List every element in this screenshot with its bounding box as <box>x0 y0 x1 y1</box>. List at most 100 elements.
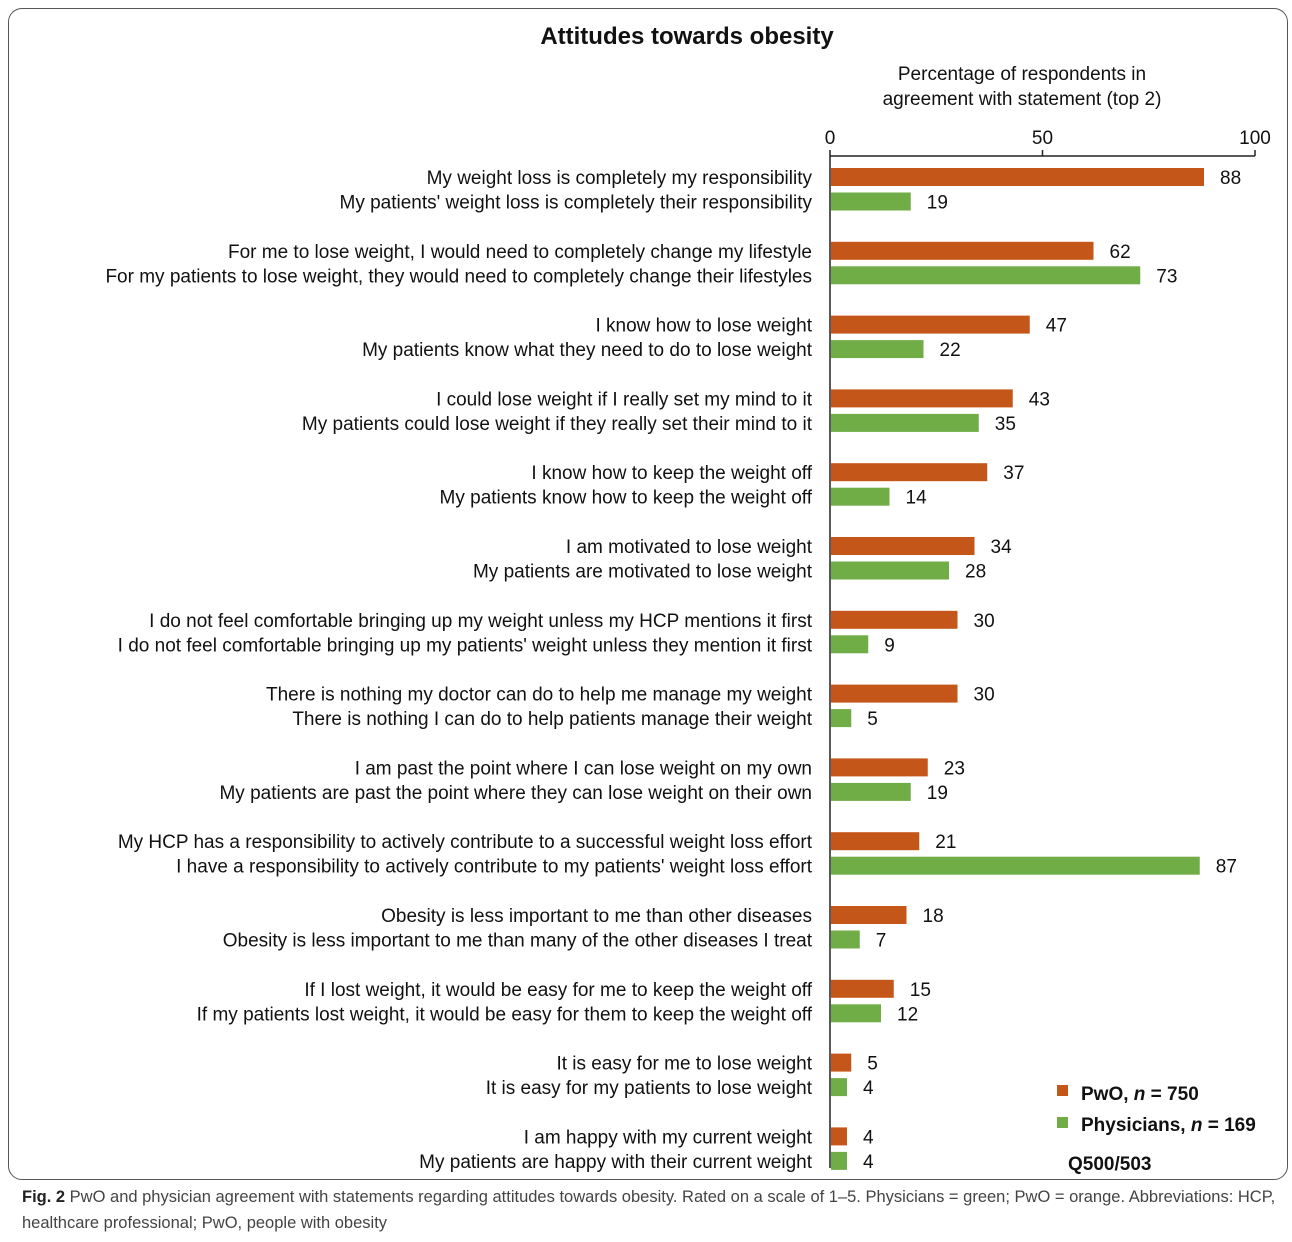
bar-pwo <box>831 832 920 851</box>
data-label-physicians: 9 <box>884 635 895 656</box>
category-label-physicians: My patients are motivated to lose weight <box>473 562 813 583</box>
bar-pwo <box>831 1127 847 1146</box>
x-tick-label: 0 <box>825 128 836 149</box>
data-label-physicians: 19 <box>927 193 948 214</box>
category-label-pwo: I know how to keep the weight off <box>531 463 812 484</box>
category-label-pwo: My weight loss is completely my responsi… <box>427 168 813 189</box>
category-label-physicians: My patients are past the point where the… <box>219 783 812 804</box>
bar-pwo <box>831 389 1013 408</box>
data-label-physicians: 19 <box>927 783 948 804</box>
data-label-pwo: 47 <box>1046 316 1067 337</box>
category-label-pwo: There is nothing my doctor can do to hel… <box>266 685 813 706</box>
figure-caption: Fig. 2 PwO and physician agreement with … <box>22 1184 1277 1236</box>
bar-physicians <box>831 1078 847 1097</box>
bar-pwo <box>831 168 1204 186</box>
bar-pwo <box>831 463 988 482</box>
x-tick-label: 100 <box>1239 128 1271 149</box>
bar-physicians <box>831 709 852 728</box>
bar-pwo <box>831 906 907 924</box>
legend: PwO, n = 750 Physicians, n = 169 Q500/50… <box>1057 1084 1256 1175</box>
data-label-pwo: 43 <box>1029 389 1050 410</box>
x-axis: 0 50 100 <box>825 128 1271 1168</box>
category-label-physicians: My patients are happy with their current… <box>419 1152 813 1173</box>
bar-pwo <box>831 315 1030 334</box>
data-label-physicians: 28 <box>965 562 986 583</box>
category-label-physicians: Obesity is less important to me than man… <box>223 931 813 952</box>
data-label-physicians: 4 <box>863 1152 874 1173</box>
bar-pwo <box>831 758 928 777</box>
category-label-physicians: My patients' weight loss is completely t… <box>340 193 813 214</box>
bar-physicians <box>831 930 860 949</box>
category-label-pwo: I am past the point where I can lose wei… <box>355 758 812 779</box>
chart-title: Attitudes towards obesity <box>540 23 834 50</box>
category-label-pwo: If I lost weight, it would be easy for m… <box>304 980 812 1001</box>
bar-physicians <box>831 266 1141 285</box>
bar-physicians <box>831 635 869 654</box>
data-label-pwo: 62 <box>1110 242 1131 263</box>
data-label-physicians: 35 <box>995 414 1016 435</box>
bar-physicians <box>831 782 911 801</box>
figure-frame <box>8 8 1288 1180</box>
x-axis-title-line-2: agreement with statement (top 2) <box>883 89 1162 110</box>
x-axis-title-line-1: Percentage of respondents in <box>898 64 1146 85</box>
category-label-physicians: My patients know how to keep the weight … <box>440 488 813 509</box>
legend-swatch-physicians <box>1057 1117 1068 1128</box>
data-label-pwo: 18 <box>923 906 944 927</box>
data-label-pwo: 37 <box>1003 463 1024 484</box>
x-tick-label: 50 <box>1032 128 1053 149</box>
legend-swatch-pwo <box>1057 1085 1068 1096</box>
data-label-pwo: 30 <box>974 611 995 632</box>
legend-label-physicians: Physicians, n = 169 <box>1081 1115 1256 1136</box>
category-label-pwo: Obesity is less important to me than oth… <box>381 906 812 927</box>
data-label-pwo: 23 <box>944 758 965 779</box>
data-label-physicians: 87 <box>1216 857 1237 878</box>
data-label-physicians: 12 <box>897 1004 918 1025</box>
bar-pwo <box>831 537 975 555</box>
caption-label: Fig. 2 <box>22 1188 66 1206</box>
category-label-physicians: I do not feel comfortable bringing up my… <box>118 635 813 656</box>
bar-physicians <box>831 487 890 506</box>
legend-label-pwo: PwO, n = 750 <box>1081 1084 1199 1105</box>
data-label-physicians: 73 <box>1156 266 1177 287</box>
bar-physicians <box>831 561 949 580</box>
category-label-pwo: I know how to lose weight <box>595 316 812 337</box>
source-note: Q500/503 <box>1068 1154 1151 1175</box>
data-label-pwo: 34 <box>991 537 1013 558</box>
category-label-physicians: My patients know what they need to do to… <box>362 340 813 361</box>
category-label-pwo: It is easy for me to lose weight <box>556 1054 812 1075</box>
category-label-physicians: It is easy for my patients to lose weigh… <box>486 1078 813 1099</box>
category-label-pwo: For me to lose weight, I would need to c… <box>228 242 812 263</box>
bar-pwo <box>831 684 958 703</box>
data-label-pwo: 15 <box>910 980 931 1001</box>
bar-physicians <box>831 192 911 211</box>
bar-pwo <box>831 610 958 629</box>
bar-physicians <box>831 1151 847 1170</box>
data-label-pwo: 88 <box>1220 168 1241 189</box>
bar-physicians <box>831 413 979 432</box>
bar-pwo <box>831 1053 852 1072</box>
data-label-physicians: 4 <box>863 1078 874 1099</box>
category-label-pwo: I am motivated to lose weight <box>566 537 813 558</box>
category-label-pwo: I am happy with my current weight <box>524 1127 813 1148</box>
data-label-pwo: 30 <box>974 685 995 706</box>
category-label-physicians: If my patients lost weight, it would be … <box>197 1004 813 1025</box>
bar-physicians <box>831 856 1200 875</box>
bar-physicians <box>831 340 924 359</box>
data-label-physicians: 14 <box>906 488 928 509</box>
bars: 88 My weight loss is completely my respon… <box>105 168 1241 1173</box>
category-label-pwo: My HCP has a responsibility to actively … <box>118 832 813 853</box>
category-label-physicians: There is nothing I can do to help patien… <box>292 709 812 730</box>
data-label-physicians: 22 <box>940 340 961 361</box>
bar-physicians <box>831 1004 881 1023</box>
category-label-physicians: For my patients to lose weight, they wou… <box>105 266 812 287</box>
caption-text: PwO and physician agreement with stateme… <box>22 1188 1276 1232</box>
category-label-pwo: I could lose weight if I really set my m… <box>436 389 813 410</box>
data-label-pwo: 4 <box>863 1127 874 1148</box>
data-label-pwo: 5 <box>867 1054 878 1075</box>
data-label-physicians: 7 <box>876 931 887 952</box>
category-label-physicians: My patients could lose weight if they re… <box>302 414 813 435</box>
category-label-pwo: I do not feel comfortable bringing up my… <box>149 611 813 632</box>
bar-pwo <box>831 241 1094 260</box>
bar-pwo <box>831 979 894 998</box>
